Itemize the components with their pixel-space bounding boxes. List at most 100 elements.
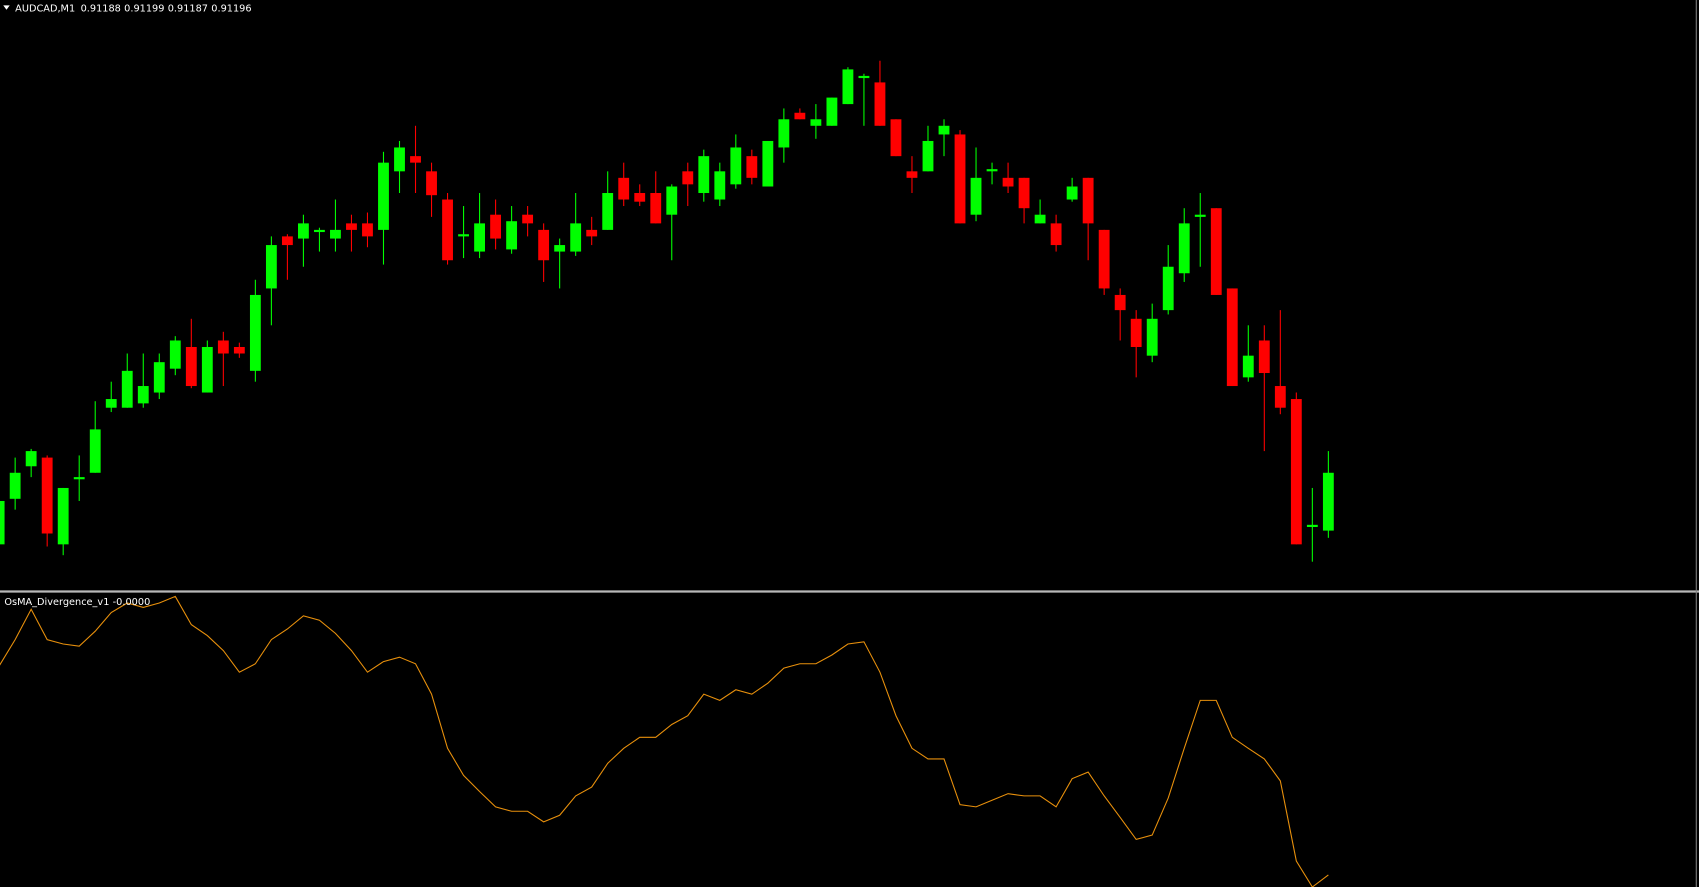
candle-body [602,193,614,230]
candle-body [474,223,485,252]
candle-body [137,386,149,404]
candle-body [265,245,277,289]
candle-body [650,193,662,224]
indicator-value: -0.0000 [113,597,151,608]
candle-body [394,147,405,172]
candle-body [634,193,646,202]
candle-body [426,171,437,196]
candle-body [1210,208,1222,295]
candle-body [906,171,918,178]
candle-body [1146,318,1158,356]
candle-body [9,472,21,499]
candle-body [698,156,710,194]
candle-body [1194,214,1206,217]
candle-body [570,223,582,252]
candle-body [506,221,518,250]
candle-body [249,294,261,371]
candle-body [1162,266,1174,311]
candle-body [458,234,469,237]
candle-body [1274,386,1286,408]
open-value: 0.91188 [81,4,121,15]
candle-body [201,346,213,393]
high-value: 0.91199 [124,4,164,15]
candle-body [810,119,822,126]
candle-body [714,171,726,200]
candle-body [1242,355,1254,378]
candle-body [1034,214,1046,224]
candle-body [233,346,245,354]
candle-body [297,223,309,239]
candle-body [794,112,806,120]
candle-body [826,97,838,126]
candle-body [858,75,870,79]
candle-body [1018,177,1030,209]
candle-body [522,214,534,224]
candle-body [410,156,421,163]
candle-body [986,169,998,172]
candle-body [185,346,197,387]
candle-body [970,177,982,215]
symbol: AUDCAD,M1 [15,4,75,15]
candle-body [746,156,758,178]
candle-body [346,223,357,230]
candle-body [217,340,229,354]
candle-body [362,223,373,237]
candle-body [1050,223,1062,246]
candle-body [1322,472,1334,531]
candle-body [1114,294,1126,311]
candle-body [89,429,101,473]
chart-header: AUDCAD,M1 0.91188 0.91199 0.91187 0.91196 [15,4,251,15]
candle-body [874,82,886,126]
candle-body [666,186,678,215]
candle-body [1178,223,1190,274]
indicator-header: OsMA_Divergence_v1 -0.0000 [4,597,150,608]
candles [0,60,1334,562]
candle-body [778,119,790,148]
candle-body [1258,340,1270,374]
menu-arrow[interactable] [3,5,10,10]
candle-body [0,500,5,545]
candle-body [618,177,630,200]
candle-body [922,140,934,172]
candle-body [1130,318,1142,347]
candle-body [57,487,69,545]
low-value: 0.91187 [168,4,208,15]
candle-body [586,229,598,237]
candle-body [554,245,566,252]
candle-body [682,171,694,185]
candle-body [954,134,966,224]
candle-body [73,477,85,480]
indicator-panel [0,595,1329,887]
candle-body [490,214,502,239]
candle-body [1082,177,1094,224]
candle-body [1306,524,1318,527]
candle-body [1066,186,1078,200]
candle-body [1290,399,1302,545]
close-value: 0.91196 [211,4,251,15]
candle-body [330,229,341,239]
indicator-line [0,595,1329,887]
candle-body [41,457,53,534]
candle-body [1226,288,1238,387]
candle-body [169,340,181,369]
candle-body [1002,177,1014,187]
candle-body [730,147,742,185]
candle-body [378,162,389,230]
candle-body [314,229,325,233]
candle-body [442,199,453,261]
candle-body [538,229,550,261]
candle-body [890,119,902,157]
candle-body [25,451,37,467]
candle-body [281,236,293,246]
candle-body [121,370,133,408]
candle-body [842,69,854,105]
candle-body [153,362,165,393]
candle-body [938,125,950,135]
candle-body [762,140,774,187]
candle-body [105,399,117,408]
indicator-name: OsMA_Divergence_v1 [4,597,109,608]
candle-body [1098,229,1110,289]
